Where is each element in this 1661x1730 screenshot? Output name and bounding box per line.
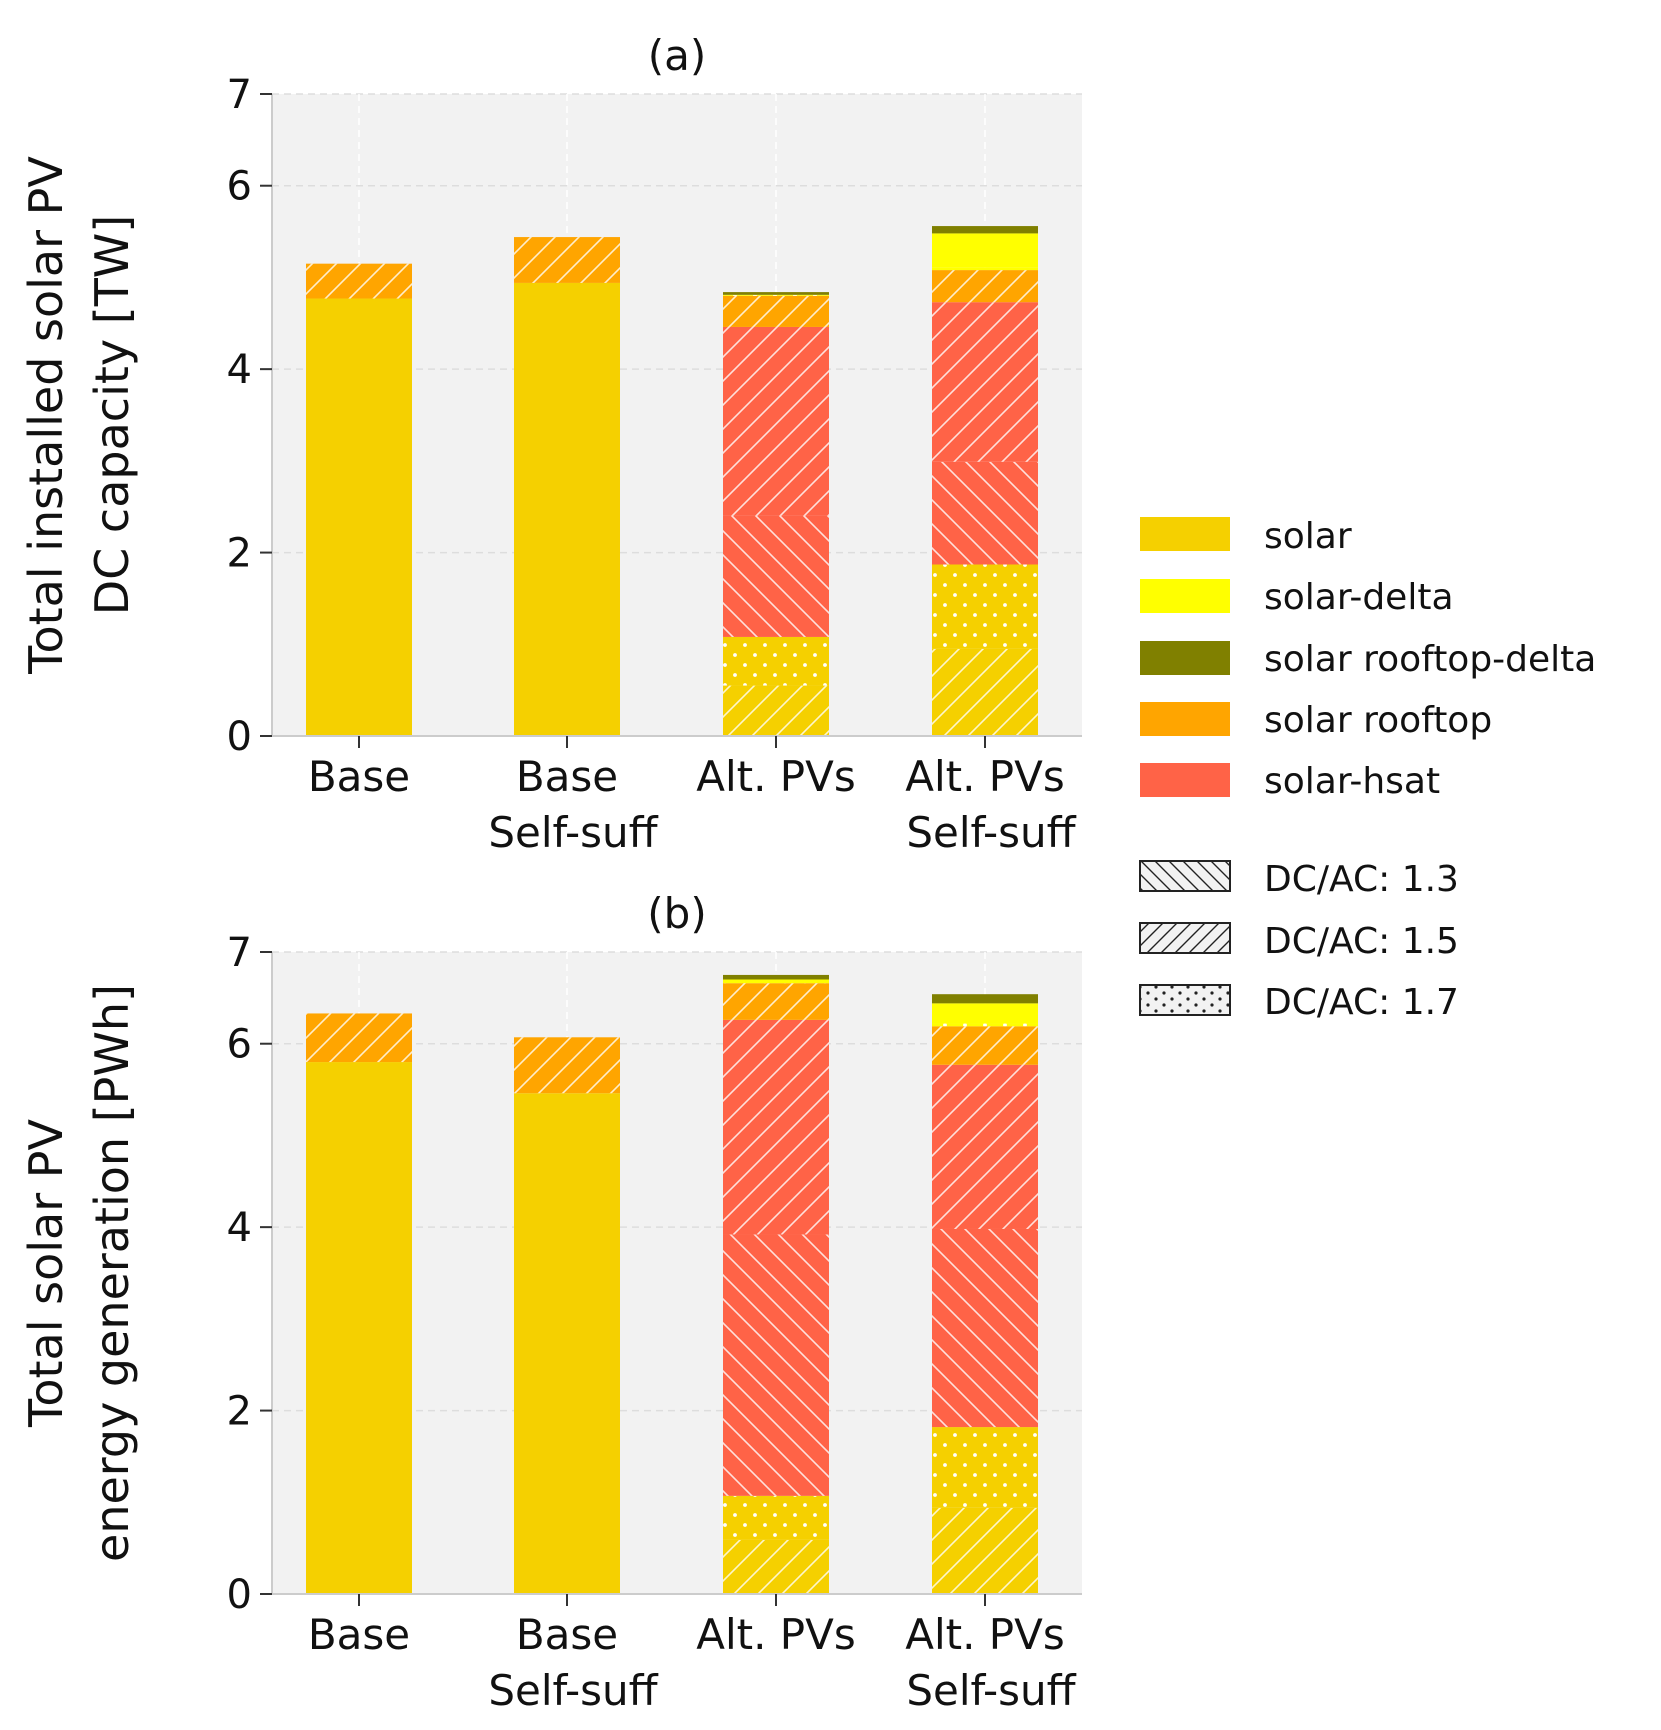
- x-tick-label: Alt. PVs: [905, 752, 1065, 801]
- bar-segment-solar-dcac-1.5-hatch: [932, 1507, 1038, 1594]
- bar-segment-solar-rooftop-delta: [932, 994, 1038, 1004]
- x-tick-label: Self-suff: [906, 808, 1076, 857]
- x-tick-label: Base: [516, 1610, 618, 1659]
- bar-segment-solar-rooftop-dcac-1.5-hatch: [932, 1026, 1038, 1065]
- bar-segment-solar-rooftop-dcac-1.5-hatch: [723, 295, 829, 327]
- legend-swatch-solar-rooftop-delta: [1140, 641, 1230, 675]
- x-tick-label: Alt. PVs: [696, 1610, 856, 1659]
- bar-segment-solar-rooftop-dcac-1.5-hatch: [932, 270, 1038, 303]
- panel-b-ylabel-line2: energy generation [PWh]: [85, 984, 139, 1562]
- x-tick-label: Base: [516, 752, 618, 801]
- legend-swatch-solar-hsat: [1140, 763, 1230, 797]
- bar-segment-solar-hsat-dcac-1.3-hatch: [723, 1234, 829, 1496]
- bar-segment-solar-delta: [932, 233, 1038, 268]
- bar-segment-solar-hsat-dcac-1.3-hatch: [723, 515, 829, 637]
- bar-segment-solar-rooftop-dcac-1.5-hatch: [514, 237, 620, 283]
- legend-hatch-dcac-1.3: DC/AC: 1.3: [1139, 859, 1459, 900]
- legend-hatch-pattern-1.3: [1139, 860, 1231, 892]
- legend-hatch-dcac-1.7: DC/AC: 1.7: [1139, 982, 1459, 1023]
- bar-segment-solar-hsat-dcac-1.5-hatch: [932, 1064, 1038, 1229]
- bar-segment-solar-rooftop-dcac-1.5-hatch: [306, 1013, 412, 1063]
- bar-segment-solar: [306, 1062, 412, 1594]
- legend-hatch-label-1.5: DC/AC: 1.5: [1264, 921, 1459, 962]
- bar-segment-solar-delta-dcac-1.7-hatch: [932, 1023, 1038, 1027]
- bar-segment-solar-dcac-1.5-hatch: [932, 648, 1038, 736]
- panel-b-title: (b): [647, 889, 706, 938]
- panel-a-bars: [306, 226, 1038, 736]
- panel-a-axes: 0 2 4 6 7 Base Base Self-suff Alt. PVs Alt. PVs Se…: [227, 72, 1082, 857]
- bar-segment-solar-dcac-1.7-hatch: [723, 636, 829, 686]
- bar-segment-solar-delta-dcac-1.7-hatch: [723, 294, 829, 296]
- bar-segment-solar-hsat-dcac-1.3-hatch: [932, 1228, 1038, 1428]
- x-tick-label: Self-suff: [906, 1666, 1076, 1715]
- y-tick-label: 6: [227, 164, 252, 210]
- bar-segment-solar-hsat-dcac-1.3-hatch: [932, 461, 1038, 565]
- bar-segment-solar-dcac-1.7-hatch: [723, 1495, 829, 1540]
- x-tick-label: Self-suff: [488, 1666, 658, 1715]
- y-tick-label: 0: [227, 1572, 252, 1618]
- legend-label-solar-rooftop-delta: solar rooftop-delta: [1264, 639, 1596, 680]
- legend-swatch-solar-rooftop: [1140, 702, 1230, 736]
- x-tick-label: Self-suff: [488, 808, 658, 857]
- x-tick-label: Alt. PVs: [696, 752, 856, 801]
- panel-a-title: (a): [648, 31, 707, 80]
- bar-segment-solar-rooftop-dcac-1.5-hatch: [306, 263, 412, 299]
- bar-segment-solar-rooftop-dcac-1.5-hatch: [723, 983, 829, 1020]
- bar-segment-solar-dcac-1.5-hatch: [723, 1539, 829, 1594]
- bar-segment-solar: [306, 298, 412, 736]
- bar-segment-solar-hsat-dcac-1.5-hatch: [723, 326, 829, 516]
- bar-segment-solar-delta-dcac-1.7-hatch: [723, 979, 829, 984]
- bar-segment-solar-rooftop-delta: [723, 974, 829, 980]
- y-tick-label: 4: [227, 1205, 252, 1251]
- y-tick-label: 2: [227, 1389, 252, 1435]
- panel-b-ylabel-line1: Total solar PV: [19, 1119, 73, 1428]
- panel-b-bars: [306, 974, 1038, 1594]
- panel-a-ylabel-line2: DC capacity [TW]: [85, 215, 139, 615]
- bar-segment-solar-delta: [932, 1003, 1038, 1024]
- legend-hatch-pattern-1.5: [1139, 922, 1231, 954]
- legend-label-solar-delta: solar-delta: [1264, 577, 1454, 618]
- panel-b-axes: 0 2 4 6 7 Base Base Self-suff Alt. PVs Alt. PVs Se…: [227, 930, 1082, 1715]
- bar-segment-solar-rooftop-dcac-1.5-hatch: [514, 1037, 620, 1094]
- x-tick-label: Base: [308, 1610, 410, 1659]
- legend-label-solar: solar: [1264, 516, 1352, 557]
- legend: solar solar-delta solar rooftop-delta so…: [1139, 516, 1596, 1023]
- bar-segment-solar: [514, 282, 620, 736]
- legend-hatch-pattern-1.7: [1139, 984, 1231, 1016]
- legend-swatch-solar-delta: [1140, 579, 1230, 613]
- legend-hatch-label-1.7: DC/AC: 1.7: [1264, 982, 1459, 1023]
- bar-segment-solar-rooftop-delta: [932, 226, 1038, 234]
- x-tick-label: Alt. PVs: [905, 1610, 1065, 1659]
- bar-segment-solar-rooftop-delta: [723, 292, 829, 295]
- bar-segment-solar-hsat-dcac-1.5-hatch: [723, 1019, 829, 1235]
- legend-hatch-label-1.3: DC/AC: 1.3: [1264, 859, 1459, 900]
- bar-segment-solar-dcac-1.7-hatch: [932, 564, 1038, 649]
- y-tick-label: 2: [227, 531, 252, 577]
- panel-a: 0 2 4 6 7 Base Base Self-suff Alt. PVs Alt. PVs Se…: [19, 31, 1082, 857]
- y-tick-label: 7: [227, 930, 252, 976]
- legend-hatch-dcac-1.5: DC/AC: 1.5: [1139, 921, 1459, 962]
- y-tick-label: 7: [227, 72, 252, 118]
- x-tick-label: Base: [308, 752, 410, 801]
- legend-swatch-solar: [1140, 517, 1230, 551]
- panel-b: 0 2 4 6 7 Base Base Self-suff Alt. PVs Alt. PVs Se…: [19, 889, 1082, 1715]
- bar-segment-solar-dcac-1.7-hatch: [932, 1427, 1038, 1508]
- legend-label-solar-rooftop: solar rooftop: [1264, 700, 1492, 741]
- bar-segment-solar: [514, 1093, 620, 1594]
- y-tick-label: 4: [227, 347, 252, 393]
- bar-segment-solar-dcac-1.5-hatch: [723, 685, 829, 736]
- legend-label-solar-hsat: solar-hsat: [1264, 761, 1440, 802]
- y-tick-label: 6: [227, 1022, 252, 1068]
- bar-segment-solar-delta-dcac-1.7-hatch: [932, 267, 1038, 271]
- y-tick-label: 0: [227, 714, 252, 760]
- bar-segment-solar-hsat-dcac-1.5-hatch: [932, 302, 1038, 462]
- panel-a-ylabel-line1: Total installed solar PV: [19, 156, 73, 675]
